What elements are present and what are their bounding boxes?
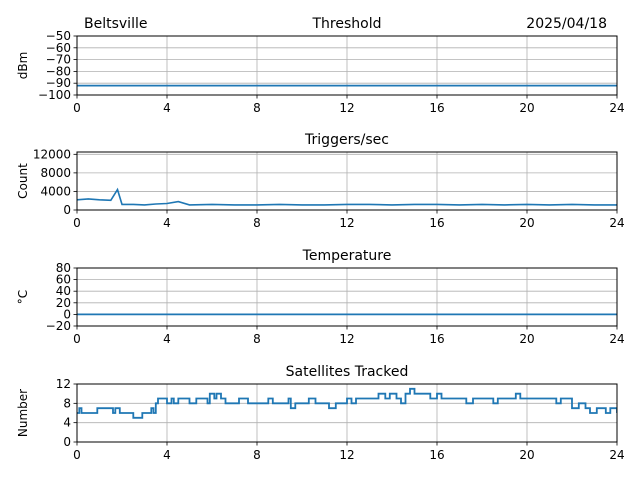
- x-tick-label: 4: [163, 332, 171, 346]
- x-tick-label: 20: [519, 332, 534, 346]
- x-tick-label: 24: [609, 216, 624, 230]
- x-tick-label: 16: [429, 332, 444, 346]
- panel-title: Triggers/sec: [304, 132, 389, 148]
- panel-triggers: Triggers/sec Count 0 4 8 12 16 20 24 0 4000 8000 1…: [16, 132, 625, 230]
- y-tick-label: 12: [56, 377, 71, 391]
- x-tick-label: 16: [429, 101, 444, 115]
- y-axis-label: Count: [16, 163, 30, 199]
- x-tick-label: 8: [253, 448, 261, 462]
- x-tick-label: 24: [609, 101, 624, 115]
- y-tick-label: −100: [38, 88, 71, 102]
- x-tick-label: 20: [519, 216, 534, 230]
- panel-threshold: Threshold dBm 0 4 8 12 16 20 24 −100−90−80−70−6…: [16, 16, 625, 115]
- x-tick-label: 20: [519, 448, 534, 462]
- y-tick-label: 0: [63, 203, 71, 217]
- y-tick-label: 8: [63, 396, 71, 410]
- x-tick-label: 12: [339, 448, 354, 462]
- x-tick-label: 16: [429, 216, 444, 230]
- y-axis-label: °C: [16, 290, 30, 304]
- y-tick-label: 80: [56, 261, 71, 275]
- x-tick-label: 12: [339, 216, 354, 230]
- y-tick-label: −80: [46, 64, 71, 78]
- x-tick-label: 8: [253, 332, 261, 346]
- y-tick-label: −50: [46, 29, 71, 43]
- y-tick-label: −60: [46, 41, 71, 55]
- y-tick-label: −20: [46, 319, 71, 333]
- y-tick-label: −70: [46, 53, 71, 67]
- x-tick-label: 0: [73, 448, 81, 462]
- y-tick-label: −90: [46, 76, 71, 90]
- y-tick-label: 0: [63, 435, 71, 449]
- x-tick-label: 4: [163, 448, 171, 462]
- x-tick-label: 8: [253, 101, 261, 115]
- panel-title: Satellites Tracked: [286, 364, 409, 380]
- x-tick-label: 16: [429, 448, 444, 462]
- y-tick-label: 20: [56, 296, 71, 310]
- y-tick-label: 40: [56, 284, 71, 298]
- x-tick-label: 24: [609, 448, 624, 462]
- x-tick-label: 4: [163, 216, 171, 230]
- y-tick-label: 0: [63, 307, 71, 321]
- x-tick-label: 8: [253, 216, 261, 230]
- y-tick-label: 60: [56, 273, 71, 287]
- x-tick-label: 0: [73, 101, 81, 115]
- series-line: [77, 187, 617, 206]
- panel-title: Temperature: [302, 248, 392, 264]
- x-tick-label: 0: [73, 332, 81, 346]
- x-tick-label: 4: [163, 101, 171, 115]
- report-date: 2025/04/18: [526, 16, 607, 32]
- series-line: [77, 387, 617, 419]
- x-tick-label: 20: [519, 101, 534, 115]
- x-tick-label: 0: [73, 216, 81, 230]
- y-tick-label: 12000: [33, 147, 71, 161]
- y-tick-label: 4: [63, 416, 71, 430]
- panel-title: Threshold: [312, 16, 382, 32]
- y-axis-label: dBm: [16, 52, 30, 80]
- y-tick-label: 4000: [40, 184, 71, 198]
- x-tick-label: 12: [339, 101, 354, 115]
- panel-satellites: Satellites Tracked Number 0 4 8 12 16 20 24 0 4 8…: [16, 364, 625, 462]
- station-name: Beltsville: [84, 16, 147, 32]
- y-axis-label: Number: [16, 389, 30, 437]
- x-tick-label: 24: [609, 332, 624, 346]
- y-tick-label: 8000: [40, 166, 71, 180]
- x-tick-label: 12: [339, 332, 354, 346]
